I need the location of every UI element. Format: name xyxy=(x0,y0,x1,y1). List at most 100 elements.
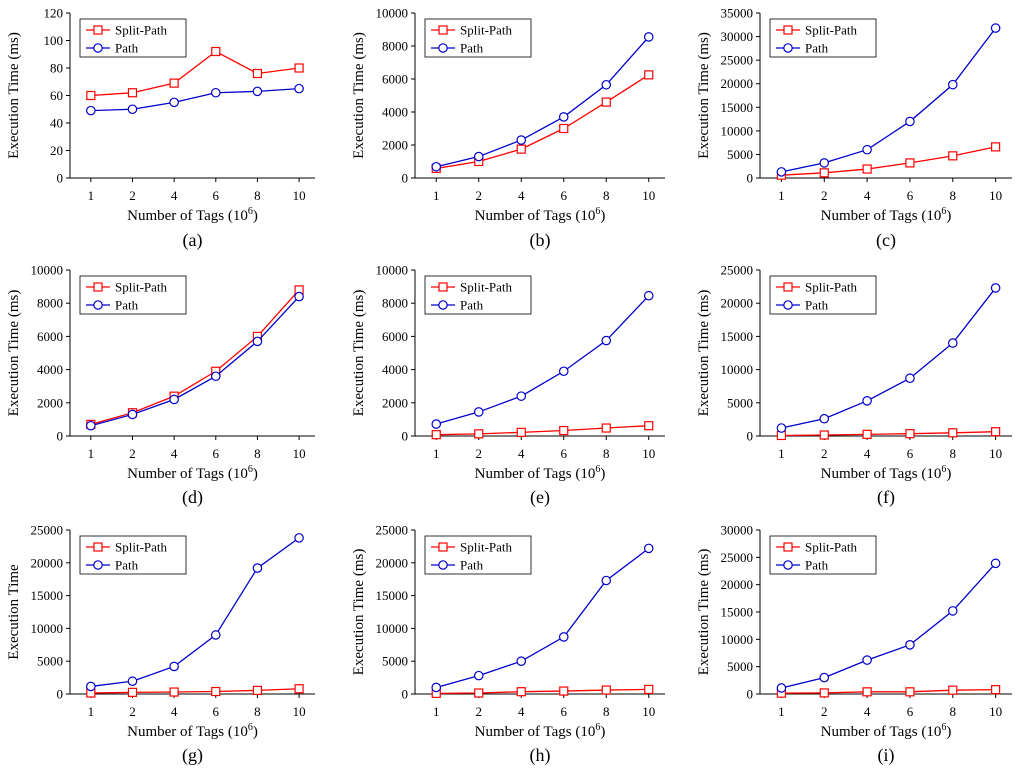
y-tick-label: 20000 xyxy=(376,555,409,570)
legend-marker xyxy=(438,542,448,552)
data-point xyxy=(601,335,612,346)
data-point xyxy=(558,112,569,122)
legend-label: Path xyxy=(460,298,484,313)
data-point xyxy=(127,409,138,420)
x-tick-label: 4 xyxy=(171,704,178,719)
data-point xyxy=(905,639,915,650)
x-tick-label: 1 xyxy=(88,704,95,719)
y-tick-label: 8000 xyxy=(37,296,63,311)
x-axis-label-text: Number of Tags (10 xyxy=(475,724,596,740)
series-split-path xyxy=(86,684,304,698)
data-point xyxy=(862,144,872,155)
data-point xyxy=(210,630,221,640)
x-tick-label: 2 xyxy=(821,446,828,461)
x-tick-label: 8 xyxy=(950,446,957,461)
panel-caption: (f) xyxy=(877,487,895,508)
data-point xyxy=(252,685,263,695)
data-point xyxy=(862,396,872,406)
x-axis-label-text: Number of Tags (10 xyxy=(127,208,248,224)
y-axis-label: Execution Time (ms) xyxy=(6,32,22,159)
legend-label: Split-Path xyxy=(460,280,513,295)
data-point xyxy=(643,543,654,554)
series-line xyxy=(781,146,996,176)
y-tick-label: 5000 xyxy=(727,395,753,410)
y-tick-label: 20000 xyxy=(721,577,754,592)
y-tick-label: 0 xyxy=(747,687,754,702)
data-point xyxy=(991,142,1001,152)
x-axis-label: Number of Tags (106) xyxy=(127,464,258,482)
legend-marker xyxy=(93,282,103,292)
legend-marker xyxy=(783,282,793,292)
x-axis-label-close: ) xyxy=(253,466,258,482)
x-tick-label: 8 xyxy=(254,188,261,203)
x-tick-label: 2 xyxy=(821,704,828,719)
legend-marker xyxy=(93,300,103,310)
x-tick-label: 2 xyxy=(129,446,136,461)
legend-label: Path xyxy=(115,298,139,313)
data-point xyxy=(905,373,915,384)
data-point xyxy=(559,425,569,436)
series-line xyxy=(781,27,997,173)
legend-label: Split-Path xyxy=(115,23,168,38)
x-axis-label-close: ) xyxy=(600,208,605,224)
data-point xyxy=(211,686,221,697)
x-tick-label: 8 xyxy=(950,188,957,203)
x-axis-label: Number of Tags (106) xyxy=(475,464,606,482)
series-line xyxy=(90,50,300,97)
data-point xyxy=(644,684,654,695)
y-tick-label: 2000 xyxy=(382,395,408,410)
data-point xyxy=(862,429,872,439)
legend-marker xyxy=(438,560,448,570)
legend-label: Path xyxy=(460,41,484,56)
data-point xyxy=(252,563,263,573)
series-line xyxy=(781,431,996,437)
series-path xyxy=(431,290,654,429)
series-split-path xyxy=(431,684,654,698)
x-axis-label-text: Number of Tags (10 xyxy=(475,208,596,224)
x-tick-label: 4 xyxy=(518,188,525,203)
series-split-path xyxy=(776,142,1001,180)
y-tick-label: 30000 xyxy=(721,29,754,44)
data-point xyxy=(127,104,138,115)
x-axis-label-text: Number of Tags (10 xyxy=(127,724,248,740)
y-axis-label: Execution Time (ms) xyxy=(351,549,367,676)
y-tick-label: 25000 xyxy=(31,523,64,538)
data-point xyxy=(210,87,221,98)
legend-label: Split-Path xyxy=(115,280,168,295)
x-axis-label-text: Number of Tags (10 xyxy=(127,466,248,482)
legend-marker xyxy=(783,542,793,552)
data-point xyxy=(431,430,441,440)
x-tick-label: 4 xyxy=(864,446,871,461)
y-tick-label: 15000 xyxy=(721,329,754,344)
legend-label: Split-Path xyxy=(805,23,858,38)
legend-label: Path xyxy=(115,558,139,573)
data-point xyxy=(294,533,304,543)
data-point xyxy=(905,687,915,697)
data-point xyxy=(294,684,304,694)
series-path xyxy=(86,83,304,116)
y-tick-label: 5000 xyxy=(37,654,63,669)
series-line xyxy=(90,296,300,427)
legend-marker xyxy=(93,542,103,552)
y-tick-label: 0 xyxy=(402,429,409,444)
panel-caption: (g) xyxy=(182,745,203,766)
x-axis-label-exponent: 6 xyxy=(941,722,946,733)
series-path xyxy=(776,23,1001,177)
y-tick-label: 5000 xyxy=(382,654,408,669)
x-axis-label-close: ) xyxy=(600,724,605,740)
data-point xyxy=(252,68,263,79)
panel-caption: (i) xyxy=(878,745,895,766)
x-axis-label-exponent: 6 xyxy=(941,206,946,217)
series-path xyxy=(776,558,1001,693)
x-tick-label: 4 xyxy=(171,446,178,461)
series-line xyxy=(436,547,650,689)
x-tick-label: 4 xyxy=(864,704,871,719)
x-tick-label: 1 xyxy=(778,188,785,203)
y-tick-label: 25000 xyxy=(376,523,409,538)
y-axis-label: Execution Time xyxy=(6,564,22,660)
y-tick-label: 100 xyxy=(44,33,64,48)
y-tick-label: 6000 xyxy=(37,329,63,344)
